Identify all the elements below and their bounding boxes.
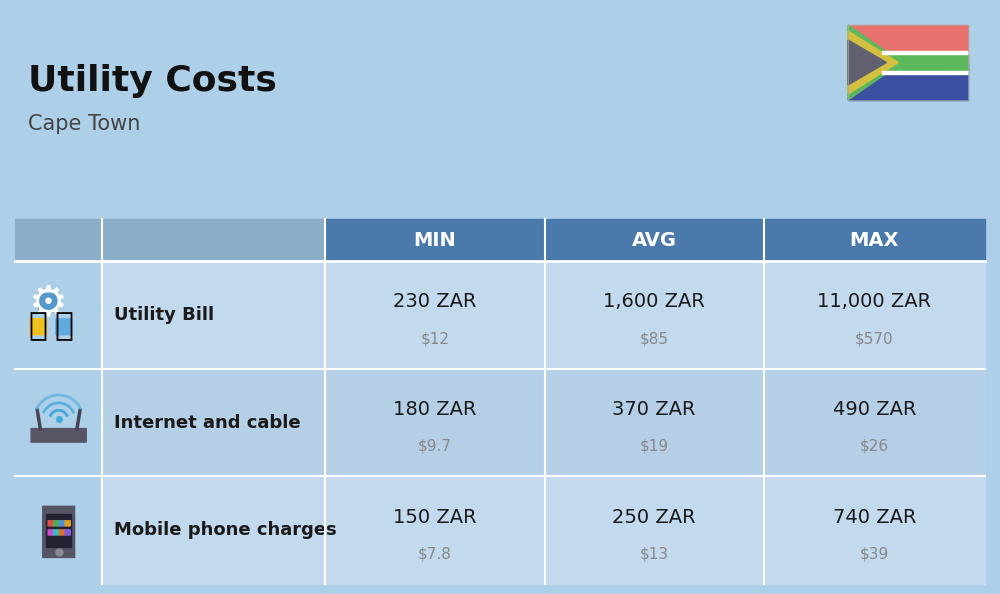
- Bar: [102, 369, 325, 476]
- Text: Utility Costs: Utility Costs: [28, 64, 277, 98]
- Text: $7.8: $7.8: [418, 546, 452, 561]
- Text: MAX: MAX: [850, 230, 899, 249]
- FancyBboxPatch shape: [30, 319, 46, 334]
- FancyBboxPatch shape: [54, 521, 59, 526]
- Text: $12: $12: [421, 331, 450, 346]
- Text: $85: $85: [640, 331, 669, 346]
- FancyBboxPatch shape: [39, 294, 57, 312]
- Polygon shape: [848, 31, 898, 94]
- Text: MIN: MIN: [414, 230, 456, 249]
- Bar: [882, 51, 968, 54]
- FancyBboxPatch shape: [43, 506, 75, 557]
- Bar: [102, 219, 325, 261]
- Bar: [15, 219, 102, 261]
- Bar: [545, 219, 764, 261]
- FancyBboxPatch shape: [48, 530, 53, 535]
- Bar: [764, 369, 985, 476]
- Bar: [848, 62, 968, 100]
- Text: 370 ZAR: 370 ZAR: [612, 400, 696, 419]
- Text: 🔌: 🔌: [29, 311, 48, 342]
- Text: $570: $570: [855, 331, 894, 346]
- Bar: [882, 54, 968, 71]
- Polygon shape: [848, 25, 902, 100]
- FancyBboxPatch shape: [54, 530, 59, 535]
- Polygon shape: [848, 40, 886, 85]
- Bar: [764, 261, 985, 369]
- Text: $13: $13: [640, 546, 669, 561]
- Bar: [848, 25, 968, 100]
- Text: $19: $19: [640, 439, 669, 454]
- Text: 250 ZAR: 250 ZAR: [612, 508, 696, 527]
- Text: Internet and cable: Internet and cable: [114, 413, 301, 431]
- Bar: [15, 369, 102, 476]
- Bar: [882, 71, 968, 74]
- Text: 💧: 💧: [54, 311, 73, 342]
- Bar: [545, 476, 764, 584]
- Bar: [764, 219, 985, 261]
- Bar: [15, 476, 102, 584]
- FancyBboxPatch shape: [65, 530, 70, 535]
- Text: 180 ZAR: 180 ZAR: [393, 400, 477, 419]
- Bar: [325, 476, 545, 584]
- Bar: [325, 261, 545, 369]
- Text: 11,000 ZAR: 11,000 ZAR: [817, 292, 931, 311]
- FancyBboxPatch shape: [65, 521, 70, 526]
- Bar: [764, 476, 985, 584]
- Text: Utility Bill: Utility Bill: [114, 306, 214, 324]
- Bar: [545, 369, 764, 476]
- Text: 740 ZAR: 740 ZAR: [833, 508, 916, 527]
- Text: Mobile phone charges: Mobile phone charges: [114, 521, 337, 539]
- FancyBboxPatch shape: [59, 521, 65, 526]
- Bar: [102, 476, 325, 584]
- Text: AVG: AVG: [632, 230, 677, 249]
- Text: 230 ZAR: 230 ZAR: [393, 292, 477, 311]
- Bar: [325, 369, 545, 476]
- Text: 1,600 ZAR: 1,600 ZAR: [603, 292, 705, 311]
- Text: $9.7: $9.7: [418, 439, 452, 454]
- FancyBboxPatch shape: [56, 319, 72, 334]
- Text: $26: $26: [860, 439, 889, 454]
- Text: 150 ZAR: 150 ZAR: [393, 508, 477, 527]
- FancyBboxPatch shape: [59, 530, 65, 535]
- Bar: [102, 261, 325, 369]
- Bar: [848, 25, 968, 62]
- Text: $39: $39: [860, 546, 889, 561]
- Bar: [325, 219, 545, 261]
- FancyBboxPatch shape: [31, 429, 86, 442]
- Text: 490 ZAR: 490 ZAR: [833, 400, 916, 419]
- Text: Cape Town: Cape Town: [28, 114, 140, 134]
- FancyBboxPatch shape: [48, 521, 53, 526]
- Bar: [15, 261, 102, 369]
- Bar: [46, 514, 71, 547]
- Bar: [545, 261, 764, 369]
- Text: ⚙: ⚙: [28, 282, 67, 324]
